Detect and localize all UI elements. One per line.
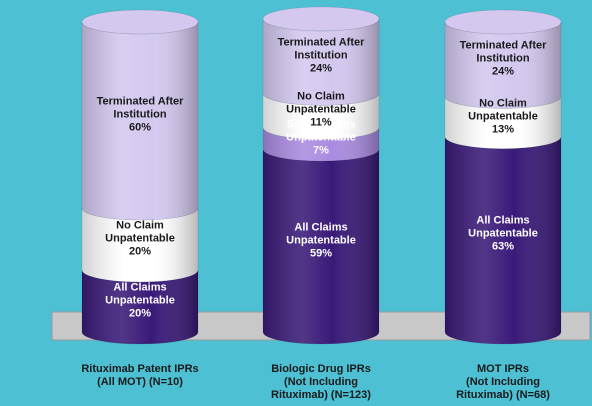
data-label: Terminated After Institution 24% (277, 36, 365, 75)
bar-segment-shading (263, 18, 379, 106)
bar-segment-shading (445, 22, 561, 109)
category-label: Rituximab Patent IPRs (All MOT) (N=10) (81, 363, 199, 388)
data-label: Some Claims Unpatentable 7% (286, 118, 356, 157)
bar-top-cap (81, 9, 199, 35)
bar-segment-shading (445, 136, 561, 344)
data-label: All Claims Unpatentable 20% (105, 281, 175, 320)
bar-segment-shading (263, 127, 379, 162)
bar-segment-shading (263, 93, 379, 140)
bar-top-cap (262, 6, 380, 32)
data-label: All Claims Unpatentable 63% (468, 214, 538, 253)
bar-segment-shading (263, 149, 379, 344)
category-label: Biologic Drug IPRs (Not Including Rituxi… (271, 363, 371, 401)
bar-segment-shading (82, 22, 198, 220)
bar-segment-shading (445, 96, 561, 149)
category-label: MOT IPRs (Not Including Rituximab) (N=68… (456, 363, 550, 401)
data-label: No Claim Unpatentable 11% (286, 90, 356, 129)
data-label: No Claim Unpatentable 20% (105, 219, 175, 258)
bars-group (81, 6, 562, 345)
bar-segment-shading (82, 208, 198, 282)
data-label: No Claim Unpatentable 13% (468, 97, 538, 136)
bar-top-cap (444, 9, 562, 35)
data-label: Terminated After Institution 24% (459, 39, 547, 78)
bar-segment-shading (82, 270, 198, 344)
data-label: Terminated After Institution 60% (96, 95, 184, 134)
data-label: All Claims Unpatentable 59% (286, 221, 356, 260)
